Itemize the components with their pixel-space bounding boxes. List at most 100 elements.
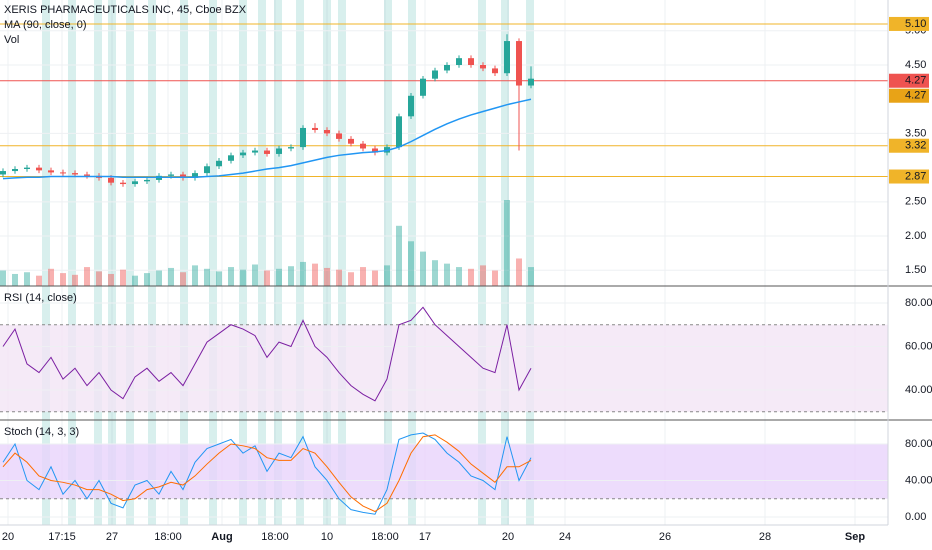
x-tick-label: 18:00: [154, 531, 182, 543]
volume-bar: [504, 200, 510, 286]
candle-body: [48, 170, 54, 173]
candle-body: [36, 167, 42, 171]
candle-body: [336, 133, 342, 139]
session-highlight: [42, 0, 50, 525]
candle-body: [84, 174, 90, 176]
candle-body: [204, 166, 210, 174]
session-highlight: [239, 0, 247, 525]
band-fill: [0, 443, 888, 499]
y-tick-label: 60.00: [905, 340, 932, 352]
x-tick-label: 24: [559, 531, 571, 543]
volume-bar: [168, 267, 174, 286]
volume-bar: [240, 269, 246, 286]
candle-body: [348, 138, 354, 144]
volume-bar: [24, 272, 30, 286]
volume-bar: [144, 273, 150, 286]
volume-bar: [456, 267, 462, 286]
candle-body: [108, 177, 114, 183]
level-label-box: [889, 169, 929, 184]
x-tick-label: 20: [502, 531, 514, 543]
candle-body: [144, 179, 150, 182]
candle-body: [420, 78, 426, 96]
stoch-k-line: [2, 432, 532, 515]
x-tick-label: 26: [659, 531, 671, 543]
y-tick-label: 4.50: [905, 59, 926, 71]
candle-body: [120, 182, 126, 185]
candle-body: [528, 78, 534, 86]
volume-bar: [300, 261, 306, 286]
y-tick-label: 1.50: [905, 264, 926, 276]
volume-bar: [264, 270, 270, 286]
volume-bar: [108, 273, 114, 286]
session-highlight: [68, 0, 76, 525]
candle-body: [408, 95, 414, 117]
candle-body: [360, 143, 366, 149]
candle-body: [180, 174, 186, 178]
y-tick-label: 0.00: [905, 511, 926, 523]
x-tick-label: 27: [106, 531, 118, 543]
x-tick-label: 20: [2, 531, 14, 543]
volume-bar: [336, 269, 342, 286]
ma-label-box: [889, 88, 929, 103]
volume-bar: [132, 275, 138, 286]
y-tick-label: 80.00: [905, 297, 932, 309]
candle-body: [264, 150, 270, 154]
volume-bar: [468, 268, 474, 286]
y-tick-label: 2.50: [905, 196, 926, 208]
candle-body: [432, 70, 438, 79]
level-label: 5.10: [905, 18, 926, 30]
volume-bar: [324, 267, 330, 286]
level-label-box: [889, 138, 929, 153]
candle-body: [12, 169, 18, 172]
volume-bar: [48, 268, 54, 286]
volume-bar: [72, 274, 78, 286]
session-highlight: [180, 0, 188, 525]
volume-bar: [360, 267, 366, 286]
stoch-d-line: [2, 434, 532, 513]
level-label-box: [889, 16, 929, 31]
volume-bar: [84, 267, 90, 286]
volume-bar: [96, 271, 102, 286]
candle-body: [372, 148, 378, 153]
session-highlight: [501, 0, 509, 525]
y-tick-label: 40.00: [905, 474, 932, 486]
volume-bar: [384, 265, 390, 286]
volume-bar: [252, 264, 258, 286]
x-tick-label: 28: [759, 531, 771, 543]
candle-body: [0, 171, 6, 175]
candle-body: [288, 147, 294, 149]
volume-bar: [492, 270, 498, 286]
y-tick-label: 3.50: [905, 127, 926, 139]
volume-bar: [408, 241, 414, 286]
candle-body: [324, 130, 330, 134]
volume-bar: [36, 275, 42, 286]
x-tick-label: 18:00: [261, 531, 289, 543]
vol-label: Vol: [4, 34, 19, 46]
candle-body: [132, 181, 138, 185]
x-tick-label: Aug: [211, 531, 232, 543]
volume-bar: [192, 265, 198, 286]
candle-body: [60, 172, 66, 174]
volume-bar: [12, 273, 18, 286]
candle-body: [396, 116, 402, 148]
x-tick-label: 17: [419, 531, 431, 543]
candle-body: [24, 167, 30, 169]
volume-bar: [204, 268, 210, 286]
volume-bar: [420, 251, 426, 286]
volume-bar: [348, 272, 354, 286]
volume-bar: [276, 268, 282, 286]
session-highlight: [148, 0, 156, 525]
candle-body: [444, 65, 450, 71]
session-highlight: [478, 0, 486, 525]
volume-bar: [156, 270, 162, 286]
volume-bar: [432, 260, 438, 286]
session-highlight: [209, 0, 217, 525]
candle-body: [480, 65, 486, 69]
candle-body: [516, 41, 522, 86]
background-layer: [0, 0, 888, 525]
session-highlight: [258, 0, 266, 525]
x-tick-label: 18:00: [371, 531, 399, 543]
candle-body: [72, 173, 78, 175]
volume-bar: [516, 258, 522, 286]
